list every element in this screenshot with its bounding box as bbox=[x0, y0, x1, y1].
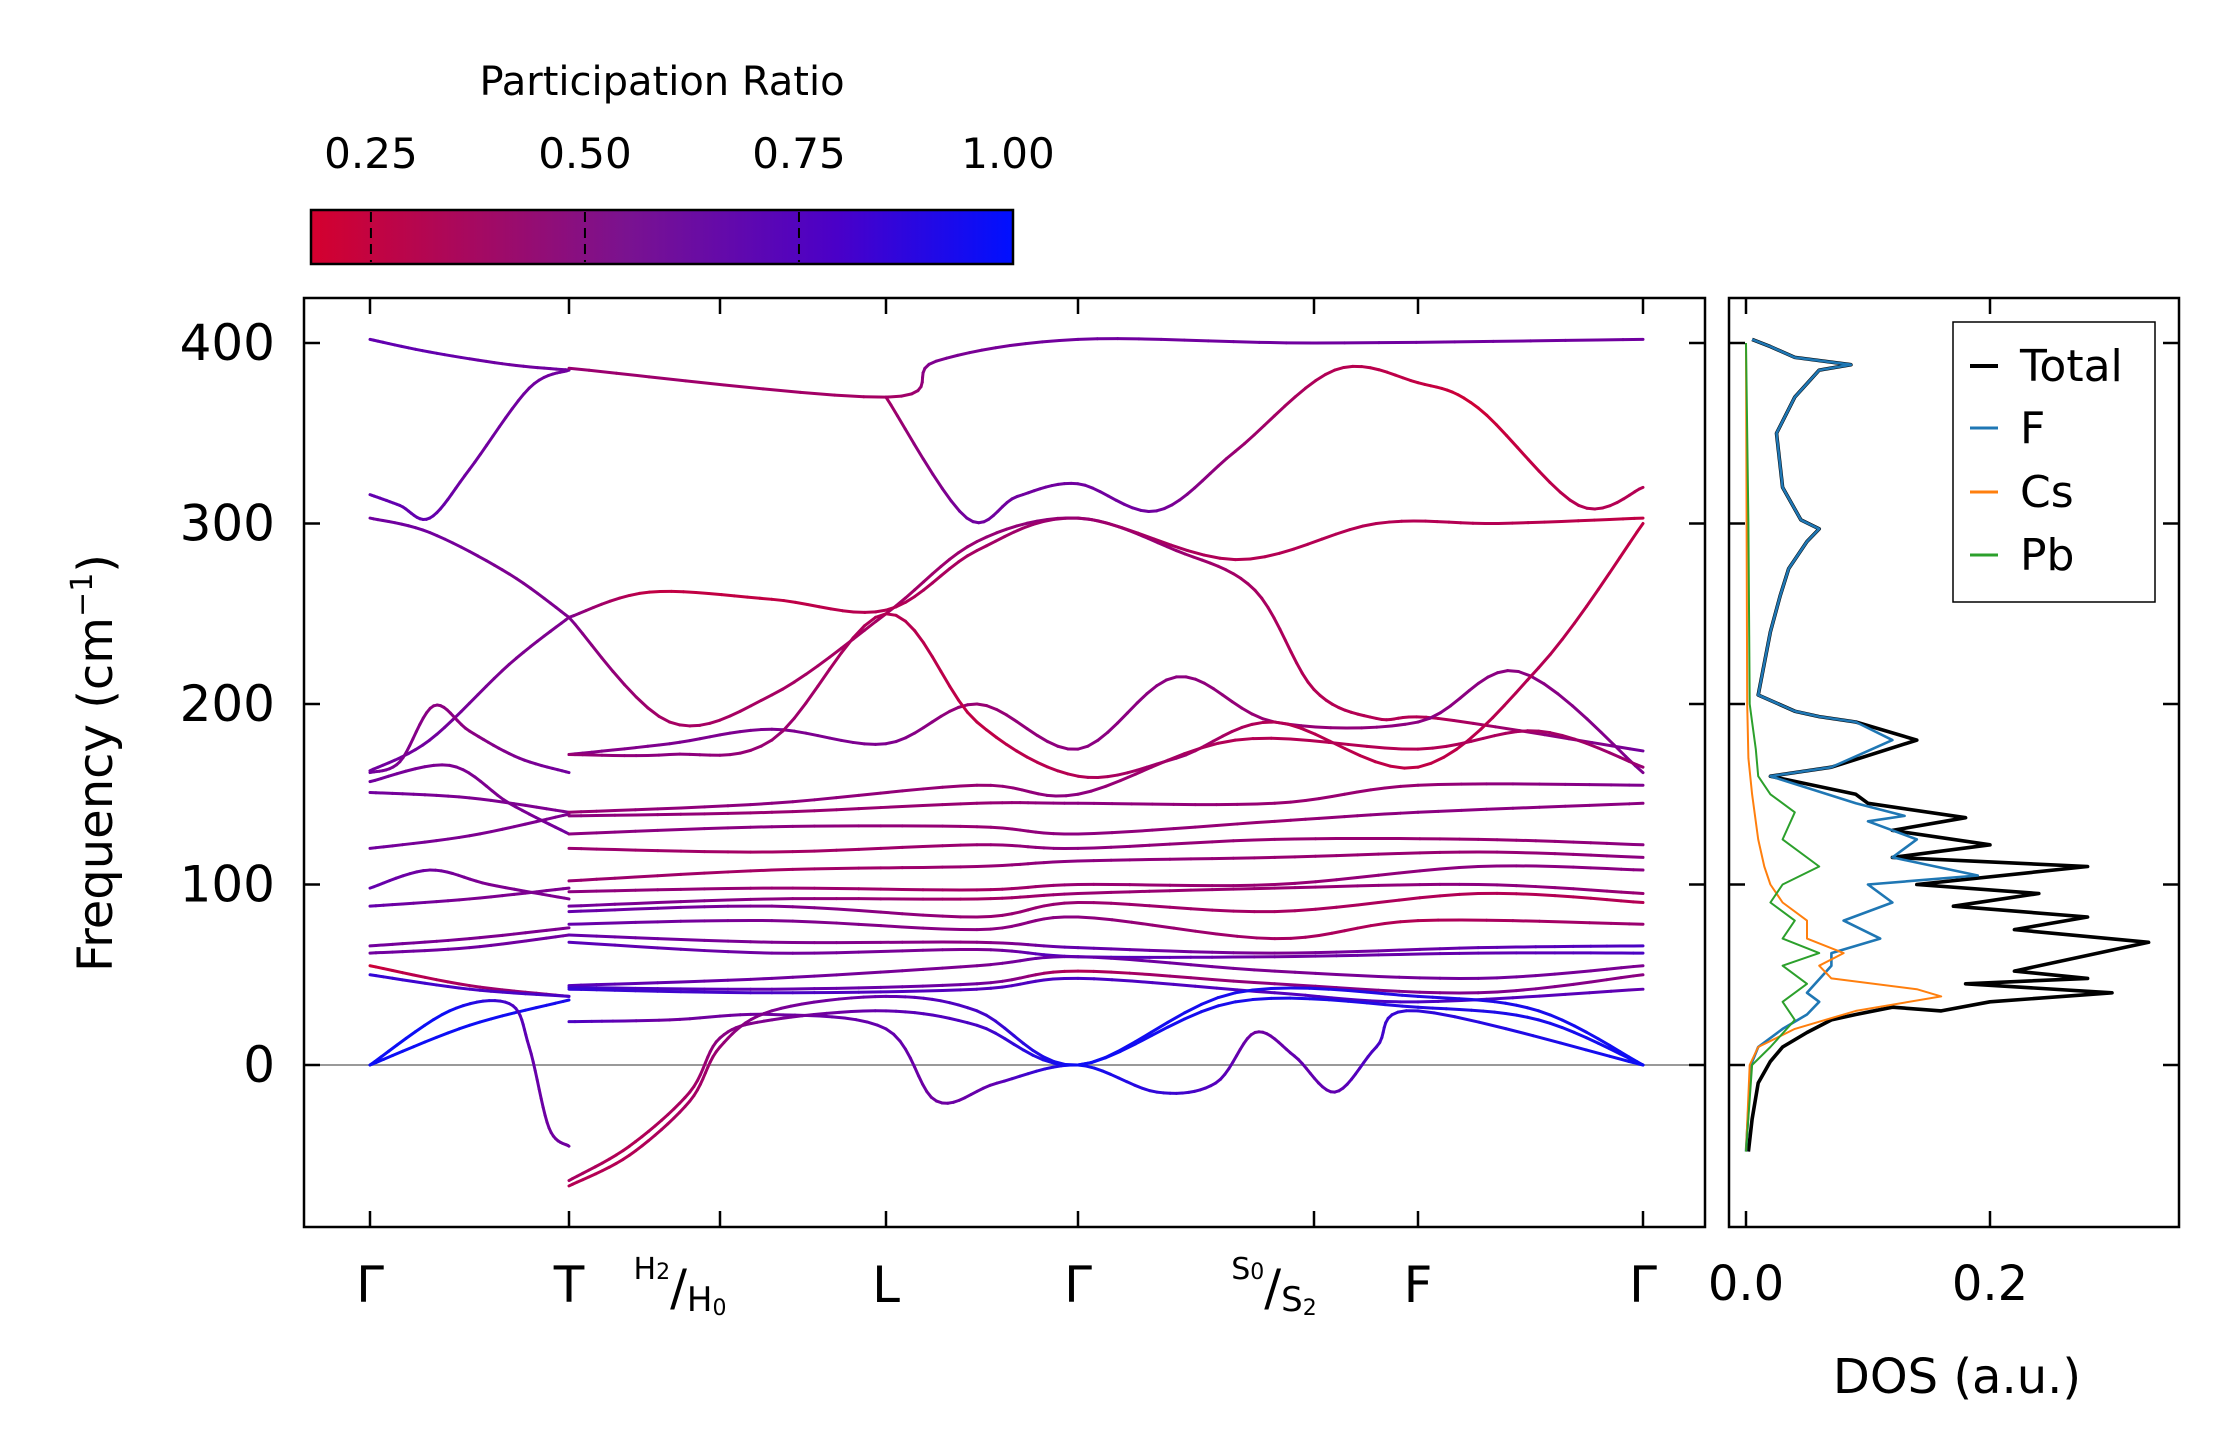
band-5 bbox=[368, 703, 571, 775]
dos-line-f bbox=[1744, 338, 1980, 1152]
kpath-label-gamma-3: Γ bbox=[1629, 1256, 1657, 1314]
kpath-label-H-sub-a: 2 bbox=[656, 1260, 670, 1285]
band-7 bbox=[368, 790, 571, 814]
band-3 bbox=[368, 516, 571, 619]
y-axis-label-main: Frequency (cm bbox=[68, 617, 124, 972]
kpath-label-S-sup: S bbox=[1231, 1252, 1250, 1287]
y-axis-label-sup: −1 bbox=[65, 573, 100, 617]
kpath-labels: Γ T H2/H0 L Γ S0/S2 F Γ bbox=[356, 1252, 1657, 1321]
dos-line-pb bbox=[1745, 342, 1821, 1152]
band-29 bbox=[567, 882, 1645, 908]
band-panel-ticks bbox=[304, 298, 1705, 1227]
band-38 bbox=[567, 996, 1645, 1183]
kpath-label-H-2: H bbox=[687, 1280, 713, 1320]
colorbar-tick-label: 0.75 bbox=[752, 129, 846, 178]
band-15 bbox=[368, 998, 571, 1067]
band-31 bbox=[567, 915, 1645, 941]
dos-line-cs bbox=[1745, 342, 1943, 1152]
y-tick-label-400: 400 bbox=[180, 314, 275, 372]
kpath-label-H-sub-b: 0 bbox=[713, 1296, 727, 1321]
dos-x-tick-label-1: 0.2 bbox=[1952, 1256, 2028, 1312]
dos-legend: Total F Cs Pb bbox=[1952, 321, 2156, 603]
band-8 bbox=[368, 812, 571, 850]
band-10 bbox=[368, 886, 571, 908]
legend-label-total: Total bbox=[2019, 341, 2123, 392]
kpath-label-S-sub-b: 2 bbox=[1303, 1296, 1317, 1321]
svg-text:H2/H0: H2/H0 bbox=[634, 1252, 727, 1321]
dos-lines bbox=[1744, 337, 2151, 1152]
band-37 bbox=[567, 1009, 1645, 1105]
colorbar-tick-label: 0.25 bbox=[324, 129, 418, 178]
colorbar-gradient bbox=[309, 208, 1015, 266]
kpath-label-S-sub-a: 0 bbox=[1250, 1260, 1264, 1285]
band-panel: Γ T H2/H0 L Γ S0/S2 F Γ 0 100 200 300 40… bbox=[65, 296, 1707, 1321]
y-tick-label-100: 100 bbox=[180, 856, 275, 914]
band-2 bbox=[368, 368, 571, 521]
band-32 bbox=[567, 933, 1645, 955]
colorbar: Participation Ratio 0.25 0.50 0.75 1.00 bbox=[309, 59, 1055, 266]
y-tick-label-200: 200 bbox=[180, 675, 275, 733]
band-14 bbox=[368, 973, 571, 998]
band-18 bbox=[884, 364, 1645, 525]
band-12 bbox=[368, 933, 571, 955]
colorbar-ticks: 0.25 0.50 0.75 1.00 bbox=[324, 129, 1055, 262]
kpath-label-H2-H0: H2/H0 bbox=[634, 1252, 727, 1321]
colorbar-tick-label: 0.50 bbox=[538, 129, 632, 178]
kpath-label-S-2: S bbox=[1281, 1280, 1303, 1320]
band-26 bbox=[567, 836, 1645, 854]
band-20 bbox=[567, 516, 1645, 619]
kpath-label-gamma-2: Γ bbox=[1064, 1256, 1092, 1314]
band-35 bbox=[567, 969, 1645, 995]
dos-x-tick-label-0: 0.0 bbox=[1708, 1256, 1784, 1312]
kpath-label-S0-S2: S0/S2 bbox=[1231, 1252, 1317, 1321]
y-axis-label: Frequency (cm−1) bbox=[65, 554, 124, 972]
legend-label-F: F bbox=[2020, 403, 2045, 454]
band-36 bbox=[567, 976, 1645, 1004]
y-tick-label-0: 0 bbox=[243, 1036, 275, 1094]
y-axis-label-close: ) bbox=[68, 554, 124, 573]
kpath-label-gamma-1: Γ bbox=[356, 1256, 384, 1314]
svg-text:S0/S2: S0/S2 bbox=[1231, 1252, 1317, 1321]
colorbar-label: Participation Ratio bbox=[479, 59, 844, 105]
band-28 bbox=[567, 864, 1645, 894]
band-24 bbox=[567, 782, 1645, 818]
y-tick-labels: 0 100 200 300 400 bbox=[180, 314, 275, 1094]
band-lines bbox=[368, 337, 1645, 1188]
y-tick-label-300: 300 bbox=[180, 495, 275, 553]
band-39 bbox=[567, 986, 1645, 1188]
legend-label-Cs: Cs bbox=[2020, 467, 2074, 518]
band-1 bbox=[368, 337, 571, 372]
legend-label-Pb: Pb bbox=[2020, 530, 2074, 581]
kpath-label-T: T bbox=[553, 1256, 585, 1314]
colorbar-tick-label: 1.00 bbox=[961, 129, 1055, 178]
band-27 bbox=[567, 850, 1645, 883]
kpath-label-F: F bbox=[1404, 1256, 1433, 1314]
band-9 bbox=[368, 868, 571, 901]
dos-panel-ticks bbox=[1729, 298, 2179, 1227]
kpath-label-H-sup: H bbox=[634, 1252, 657, 1287]
band-11 bbox=[368, 926, 571, 948]
band-17 bbox=[567, 337, 1645, 399]
kpath-label-L: L bbox=[872, 1256, 900, 1314]
dos-x-axis-label: DOS (a.u.) bbox=[1833, 1349, 2081, 1405]
dos-panel: 0.0 0.2 DOS (a.u.) Total F Cs Pb bbox=[1708, 296, 2181, 1405]
band-34 bbox=[567, 955, 1645, 988]
band-25 bbox=[567, 801, 1645, 836]
band-16 bbox=[368, 999, 571, 1148]
band-30 bbox=[567, 891, 1645, 919]
band-23 bbox=[567, 729, 1645, 814]
band-panel-frame bbox=[302, 296, 1707, 1229]
